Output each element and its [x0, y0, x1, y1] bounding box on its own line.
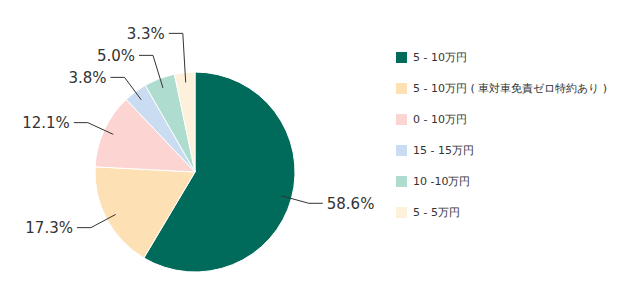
leader-line: [139, 55, 163, 88]
legend-label: 5 - 10万円: [413, 51, 467, 64]
leader-line: [111, 77, 142, 99]
data-label: 58.6%: [327, 195, 375, 213]
pie-slice: [95, 167, 195, 258]
data-label: 12.1%: [22, 114, 70, 132]
legend-item: 5 - 5万円: [396, 206, 460, 219]
legend-label: 10 -10万円: [413, 175, 470, 188]
legend-swatch: [396, 114, 407, 125]
leader-line: [169, 33, 186, 82]
data-label: 5.0%: [97, 47, 135, 65]
legend-label: 5 - 5万円: [413, 206, 460, 219]
legend-swatch: [396, 207, 407, 218]
legend-item: 5 - 10万円: [396, 51, 467, 64]
pie: [95, 72, 295, 272]
legend-item: 15 - 15万円: [396, 144, 474, 157]
legend-swatch: [396, 52, 407, 63]
legend-swatch: [396, 176, 407, 187]
leader-line: [77, 214, 116, 227]
legend: 5 - 10万円 5 - 10万円 ( 車対車免責ゼロ特約あり ) 0 - 10万円…: [396, 51, 607, 219]
leader-line: [282, 196, 323, 203]
data-label: 3.3%: [127, 25, 165, 43]
data-labels: 58.6% 17.3% 12.1% 3.8% 5.0% 3.3%: [22, 25, 374, 237]
data-label: 17.3%: [25, 219, 73, 237]
chart: 58.6%17.3%12.1%3.8%5.0%3.3%5 - 10万円5 - 1…: [0, 0, 623, 286]
legend-label: 5 - 10万円 ( 車対車免責ゼロ特約あり ): [413, 82, 607, 95]
legend-item: 10 -10万円: [396, 175, 470, 188]
legend-item: 0 - 10万円: [396, 113, 467, 126]
leader-line: [74, 123, 113, 135]
legend-item: 5 - 10万円 ( 車対車免責ゼロ特約あり ): [396, 82, 607, 95]
pie-slice: [174, 72, 195, 172]
legend-label: 15 - 15万円: [413, 144, 474, 157]
legend-label: 0 - 10万円: [413, 113, 467, 126]
legend-swatch: [396, 145, 407, 156]
legend-swatch: [396, 83, 407, 94]
data-label: 3.8%: [68, 69, 106, 87]
